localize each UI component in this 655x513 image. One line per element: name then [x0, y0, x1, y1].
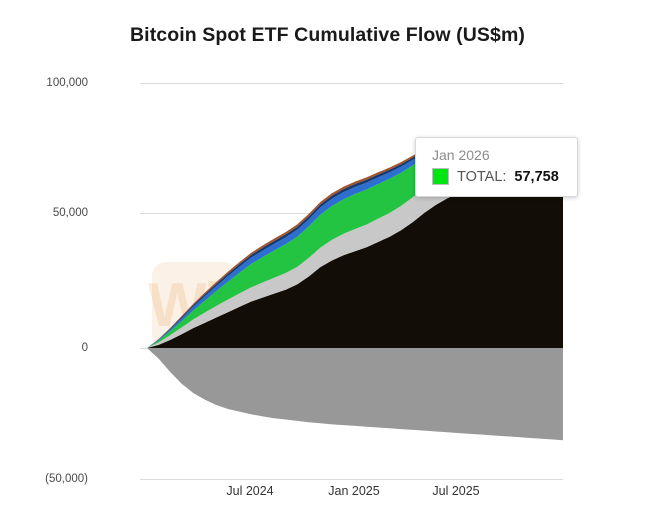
xtick-label-jul-2025: Jul 2025	[432, 484, 480, 498]
chart-tooltip: Jan 2026 TOTAL: 57,758	[415, 137, 578, 197]
tooltip-color-swatch-icon	[432, 168, 449, 185]
area-ibit	[147, 189, 563, 348]
gridline-neg50000	[140, 479, 563, 480]
ytick-label-100000: 100,000	[46, 77, 88, 89]
tooltip-series-label: TOTAL:	[457, 168, 507, 185]
tooltip-value: 57,758	[514, 168, 559, 185]
area-gbtc	[147, 348, 563, 441]
tooltip-period: Jan 2026	[432, 147, 490, 163]
chart-title: Bitcoin Spot ETF Cumulative Flow (US$m)	[130, 24, 525, 46]
ytick-label-50000: 50,000	[52, 207, 88, 219]
ytick-label-0: 0	[81, 342, 88, 354]
xtick-label-jan-2025: Jan 2025	[328, 484, 380, 498]
xtick-label-jul-2024: Jul 2024	[226, 484, 274, 498]
tooltip-row: TOTAL: 57,758	[432, 168, 564, 185]
ytick-label-neg50000: (50,000)	[45, 473, 88, 485]
area-brrr	[147, 140, 563, 348]
gridline-100000	[140, 83, 563, 84]
